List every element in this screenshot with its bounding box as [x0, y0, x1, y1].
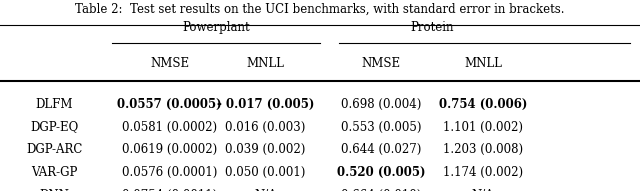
- Text: 0.698 (0.004): 0.698 (0.004): [340, 98, 421, 111]
- Text: 0.553 (0.005): 0.553 (0.005): [340, 121, 421, 134]
- Text: MNLL: MNLL: [464, 57, 502, 70]
- Text: 0.664 (0.010): 0.664 (0.010): [340, 189, 421, 191]
- Text: 0.0754 (0.0011): 0.0754 (0.0011): [122, 189, 217, 191]
- Text: Protein: Protein: [410, 21, 454, 34]
- Text: 0.754 (0.006): 0.754 (0.006): [439, 98, 527, 111]
- Text: 1.203 (0.008): 1.203 (0.008): [443, 143, 524, 156]
- Text: 0.520 (0.005): 0.520 (0.005): [337, 166, 425, 179]
- Text: - 0.017 (0.005): - 0.017 (0.005): [217, 98, 314, 111]
- Text: 0.644 (0.027): 0.644 (0.027): [340, 143, 421, 156]
- Text: 0.0557 (0.0005): 0.0557 (0.0005): [117, 98, 222, 111]
- Text: N/A: N/A: [472, 189, 495, 191]
- Text: VAR-GP: VAR-GP: [31, 166, 77, 179]
- Text: 1.101 (0.002): 1.101 (0.002): [443, 121, 524, 134]
- Text: 1.174 (0.002): 1.174 (0.002): [443, 166, 524, 179]
- Text: NMSE: NMSE: [361, 57, 401, 70]
- Text: DGP-ARC: DGP-ARC: [26, 143, 83, 156]
- Text: 0.039 (0.002): 0.039 (0.002): [225, 143, 306, 156]
- Text: Powerplant: Powerplant: [182, 21, 250, 34]
- Text: 0.016 (0.003): 0.016 (0.003): [225, 121, 306, 134]
- Text: N/A: N/A: [254, 189, 277, 191]
- Text: 0.0576 (0.0001): 0.0576 (0.0001): [122, 166, 218, 179]
- Text: DGP-EQ: DGP-EQ: [30, 121, 79, 134]
- Text: MNLL: MNLL: [246, 57, 285, 70]
- Text: 0.0581 (0.0002): 0.0581 (0.0002): [122, 121, 217, 134]
- Text: NMSE: NMSE: [150, 57, 189, 70]
- Text: DLFM: DLFM: [36, 98, 73, 111]
- Text: 0.050 (0.001): 0.050 (0.001): [225, 166, 306, 179]
- Text: Table 2:  Test set results on the UCI benchmarks, with standard error in bracket: Table 2: Test set results on the UCI ben…: [76, 3, 564, 16]
- Text: 0.0619 (0.0002): 0.0619 (0.0002): [122, 143, 217, 156]
- Text: DNN: DNN: [40, 189, 69, 191]
